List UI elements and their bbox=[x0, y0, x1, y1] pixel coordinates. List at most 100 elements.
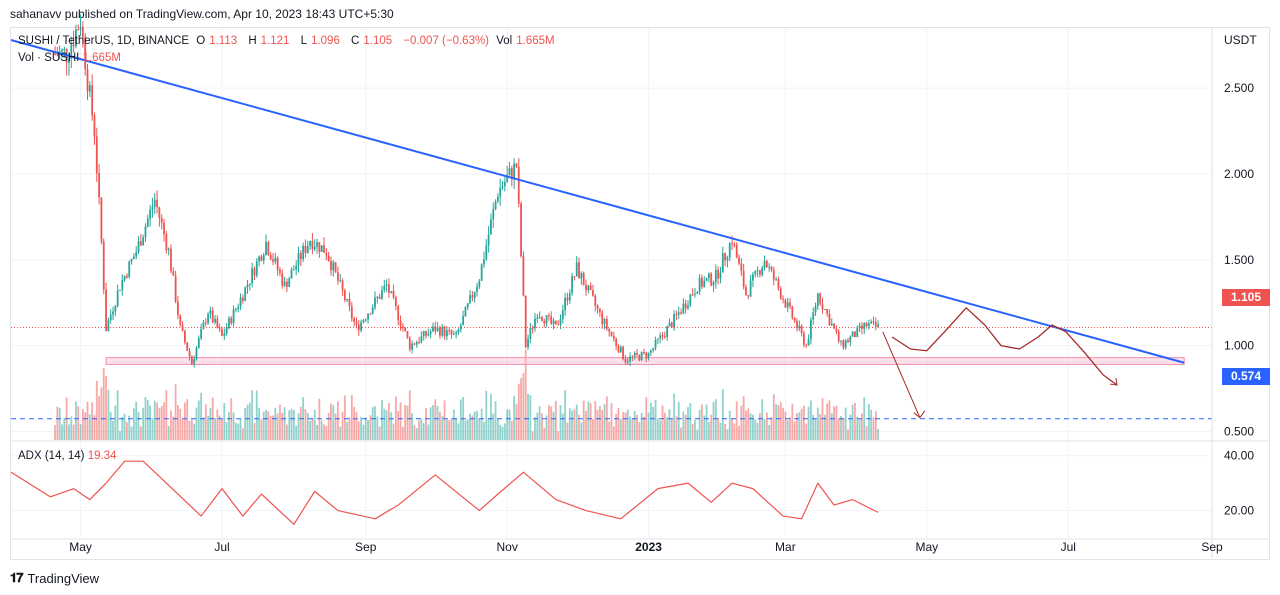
volume-bar bbox=[429, 407, 432, 440]
volume-bar bbox=[501, 426, 504, 440]
candle-body bbox=[763, 261, 766, 268]
volume-bar bbox=[179, 408, 182, 440]
candle-body bbox=[459, 325, 462, 330]
volume-bar bbox=[151, 418, 154, 440]
volume-bar bbox=[137, 411, 140, 440]
candles bbox=[54, 14, 880, 368]
candle-body bbox=[163, 222, 165, 234]
candle-body bbox=[91, 85, 94, 116]
volume-bar bbox=[100, 387, 103, 440]
candle-body bbox=[670, 322, 673, 328]
candle-body bbox=[153, 199, 156, 207]
candle-body bbox=[93, 115, 96, 137]
volume-series-label[interactable]: Vol · SUSHI bbox=[18, 52, 80, 64]
volume-bar bbox=[371, 407, 374, 440]
volume-bar bbox=[81, 408, 84, 440]
candle-body bbox=[858, 325, 861, 328]
volume-bar bbox=[267, 411, 270, 440]
currency-label: USDT bbox=[1224, 33, 1257, 47]
volume-bar bbox=[311, 417, 314, 440]
candle-body bbox=[758, 270, 761, 275]
volume-bar bbox=[93, 415, 96, 440]
candle-body bbox=[735, 244, 738, 258]
volume-bar bbox=[327, 412, 330, 440]
candle-body bbox=[123, 275, 126, 281]
candle-body bbox=[355, 321, 358, 325]
volume-bar bbox=[538, 406, 541, 440]
open-label: O bbox=[196, 35, 206, 47]
candle-body bbox=[629, 356, 631, 362]
candle-body bbox=[874, 321, 877, 327]
candle-body bbox=[371, 307, 374, 314]
candle-body bbox=[496, 196, 499, 202]
candle-body bbox=[132, 256, 135, 260]
volume-bar bbox=[337, 401, 339, 440]
candle-body bbox=[292, 269, 295, 271]
volume-bar bbox=[640, 413, 643, 440]
candle-body bbox=[302, 245, 305, 260]
volume-bar bbox=[847, 429, 849, 440]
tradingview-brand[interactable]: 𝟏𝟕 TradingView bbox=[10, 570, 99, 586]
grid bbox=[11, 28, 1213, 538]
candle-body bbox=[545, 315, 548, 324]
symbol-label[interactable]: SUSHI / TetherUS, 1D, BINANCE bbox=[18, 35, 190, 47]
volume-bar bbox=[761, 399, 764, 440]
candle-body bbox=[596, 305, 599, 309]
volume-bar bbox=[650, 402, 652, 440]
volume-bar bbox=[629, 416, 631, 440]
volume-bar bbox=[638, 422, 641, 440]
volume-bar bbox=[527, 393, 529, 440]
candle-body bbox=[608, 328, 611, 332]
candle-body bbox=[218, 327, 221, 330]
candle-body bbox=[782, 298, 784, 300]
candle-body bbox=[772, 269, 775, 280]
volume-bar bbox=[443, 400, 446, 440]
volume-bar bbox=[582, 400, 585, 440]
price-tick: 0.500 bbox=[1224, 424, 1254, 438]
volume-bar bbox=[420, 419, 423, 440]
adx-label[interactable]: ADX (14, 14) bbox=[18, 450, 85, 462]
candle-body bbox=[221, 329, 223, 336]
volume-bar bbox=[172, 416, 175, 440]
candle-body bbox=[719, 272, 722, 279]
candle-body bbox=[286, 281, 288, 287]
candle-body bbox=[425, 331, 427, 336]
candle-body bbox=[54, 53, 56, 55]
volume-bar bbox=[455, 418, 458, 440]
high-value: 1.121 bbox=[260, 35, 290, 47]
candle-body bbox=[239, 297, 242, 307]
volume-bar bbox=[645, 397, 648, 440]
candle-body bbox=[144, 226, 147, 238]
candle-body bbox=[374, 297, 376, 308]
candle-body bbox=[696, 292, 699, 294]
candle-body bbox=[575, 262, 578, 277]
volume-bar bbox=[840, 415, 842, 440]
candle-body bbox=[645, 352, 648, 359]
volume-bar bbox=[146, 399, 149, 440]
volume-bar bbox=[355, 411, 358, 440]
candle-body bbox=[601, 312, 604, 325]
candle-body bbox=[501, 186, 504, 188]
target-price-tag: 0.574 bbox=[1222, 368, 1270, 385]
candle-body bbox=[564, 297, 567, 311]
candle-body bbox=[445, 330, 448, 337]
volume-bar bbox=[603, 404, 606, 440]
candle-body bbox=[139, 241, 142, 246]
candle-body bbox=[650, 350, 652, 353]
volume-bar bbox=[559, 405, 562, 440]
trendline bbox=[10, 39, 1185, 364]
volume-bar bbox=[652, 407, 655, 440]
candle-body bbox=[260, 256, 263, 261]
candle-body bbox=[330, 260, 332, 271]
volume-bar bbox=[782, 408, 784, 440]
candle-body bbox=[448, 330, 451, 332]
candle-body bbox=[434, 326, 437, 331]
volume-bar bbox=[318, 398, 321, 440]
candle-body bbox=[158, 207, 161, 218]
candle-body bbox=[234, 308, 237, 310]
volume-bar bbox=[109, 411, 112, 440]
volume-bar bbox=[209, 407, 212, 440]
candle-body bbox=[694, 293, 696, 295]
ohlc-legend: SUSHI / TetherUS, 1D, BINANCE O 1.113 H 1.… bbox=[18, 35, 563, 47]
